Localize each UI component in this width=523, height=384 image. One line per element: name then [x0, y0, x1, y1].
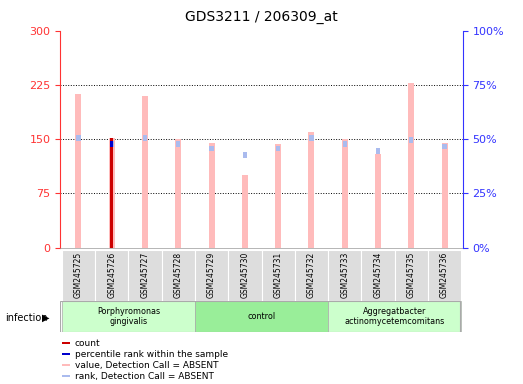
Bar	[75, 94, 82, 248]
Bar	[62, 364, 70, 366]
Bar	[375, 154, 381, 248]
Bar	[442, 144, 447, 149]
Bar	[62, 301, 195, 332]
Bar	[62, 342, 70, 344]
Bar	[376, 148, 380, 154]
Bar	[175, 139, 181, 248]
Text: GSM245725: GSM245725	[74, 252, 83, 298]
Bar	[276, 146, 280, 152]
Text: GSM245730: GSM245730	[241, 251, 249, 298]
Bar	[395, 250, 428, 301]
Bar	[195, 250, 228, 301]
Bar	[142, 96, 148, 248]
Bar	[76, 135, 81, 141]
Text: GSM245733: GSM245733	[340, 251, 349, 298]
Bar	[176, 141, 180, 147]
Text: GSM245734: GSM245734	[373, 251, 382, 298]
Bar	[110, 141, 114, 147]
Bar	[195, 301, 328, 332]
Text: Porphyromonas
gingivalis: Porphyromonas gingivalis	[97, 307, 160, 326]
Bar	[109, 138, 115, 248]
Text: percentile rank within the sample: percentile rank within the sample	[75, 350, 228, 359]
Bar	[242, 175, 248, 248]
Bar	[95, 250, 128, 301]
Bar	[409, 137, 413, 143]
Bar	[128, 250, 162, 301]
Text: GSM245732: GSM245732	[307, 252, 316, 298]
Text: rank, Detection Call = ABSENT: rank, Detection Call = ABSENT	[75, 372, 213, 381]
Text: GSM245727: GSM245727	[141, 252, 150, 298]
Bar	[62, 250, 95, 301]
Text: infection: infection	[5, 313, 48, 323]
Bar	[361, 250, 395, 301]
Text: GDS3211 / 206309_at: GDS3211 / 206309_at	[185, 10, 338, 23]
Bar	[228, 250, 262, 301]
Bar	[342, 139, 348, 248]
Bar	[295, 250, 328, 301]
Bar	[309, 132, 314, 248]
Bar	[262, 250, 295, 301]
Bar	[275, 144, 281, 248]
Bar	[62, 353, 70, 355]
Text: GSM245735: GSM245735	[407, 251, 416, 298]
Text: ▶: ▶	[42, 313, 50, 323]
Text: GSM245726: GSM245726	[107, 252, 116, 298]
Text: count: count	[75, 339, 100, 348]
Bar	[428, 250, 461, 301]
Text: GSM245731: GSM245731	[274, 252, 282, 298]
Text: GSM245729: GSM245729	[207, 252, 216, 298]
Bar	[328, 250, 361, 301]
Text: value, Detection Call = ABSENT: value, Detection Call = ABSENT	[75, 361, 218, 370]
Bar	[408, 83, 414, 248]
Bar	[243, 152, 247, 158]
Bar	[343, 141, 347, 147]
Text: control: control	[247, 312, 276, 321]
Bar	[209, 143, 214, 248]
Bar	[162, 250, 195, 301]
Bar	[328, 301, 461, 332]
Bar	[209, 146, 214, 152]
Bar	[309, 135, 314, 141]
Bar	[441, 143, 448, 248]
Bar	[110, 138, 113, 248]
Text: GSM245728: GSM245728	[174, 252, 183, 298]
Text: Aggregatbacter
actinomycetemcomitans: Aggregatbacter actinomycetemcomitans	[345, 307, 445, 326]
Bar	[62, 375, 70, 377]
Text: GSM245736: GSM245736	[440, 251, 449, 298]
Bar	[110, 141, 113, 147]
Bar	[143, 135, 147, 141]
